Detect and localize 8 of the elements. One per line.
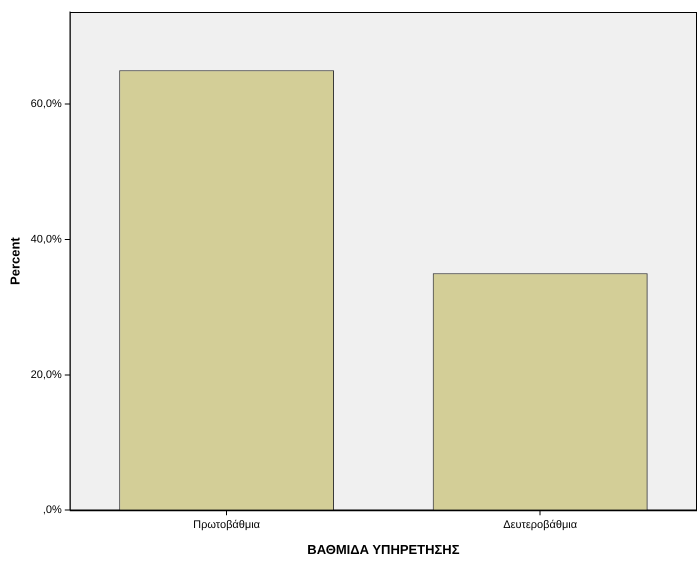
y-tick-label: 20,0% — [30, 368, 62, 381]
y-tick-label: 60,0% — [30, 98, 62, 110]
x-tick-label: Πρωτοβάθμια — [193, 518, 261, 531]
y-tick-label: 40,0% — [30, 233, 62, 246]
y-axis-title: Percent — [7, 236, 22, 285]
y-tick-label: ,0% — [42, 504, 62, 516]
x-tick-label: Δευτεροβάθμια — [503, 518, 578, 531]
x-axis-title: ΒΑΘΜΙΔΑ ΥΠΗΡΕΤΗΣΗΣ — [307, 542, 460, 557]
